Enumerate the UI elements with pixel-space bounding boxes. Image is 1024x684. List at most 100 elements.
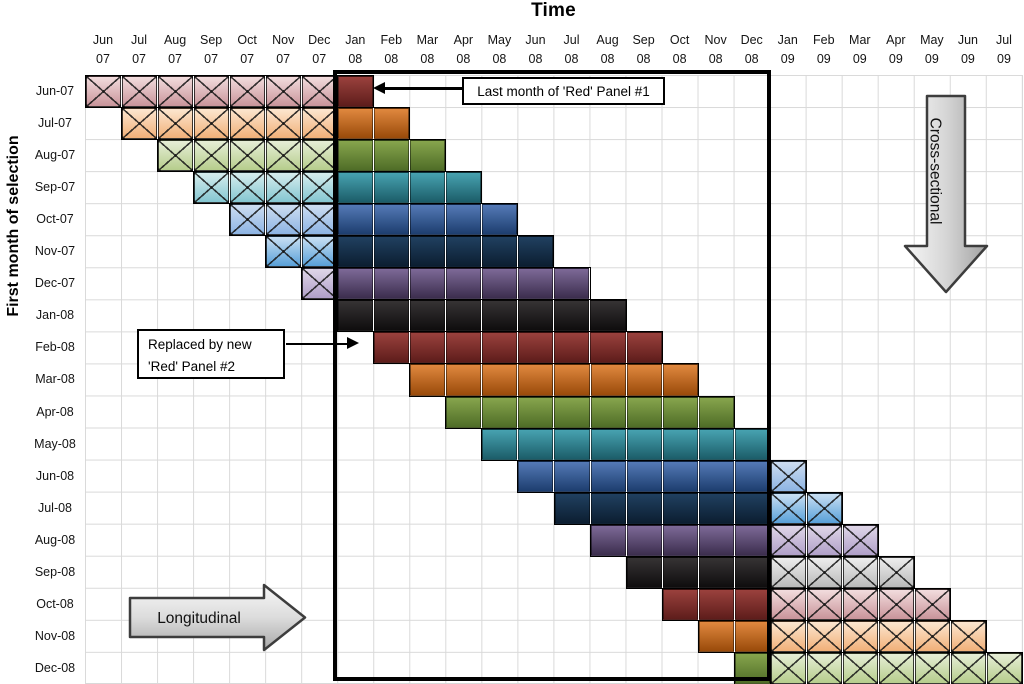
bar-cell [734,588,770,620]
bar-cell [518,300,554,332]
bar-cell [662,364,698,396]
annotation2-arrowhead-icon [347,337,359,349]
bar-cell [842,652,878,684]
bar-solid-segment-Jun-07 [337,75,375,109]
col-header-Aug-08: Aug 08 [596,33,619,66]
col-header-Jun-08: Jun 08 [525,33,546,66]
bar-cell [986,652,1022,684]
bar-cell [698,492,734,524]
row-label-Oct-08: Oct-08 [36,596,74,611]
bar-cell [302,108,338,140]
bar-cell [698,588,734,620]
bar-cell [626,556,662,588]
bar-cell [734,652,770,684]
bar-cell [266,76,302,108]
bar-cell [374,300,410,332]
bar-cell [122,76,158,108]
bar-cell [410,332,446,364]
bar-cell [662,492,698,524]
bar-cell [338,204,374,236]
bar-hatch-segment-Dec-08 [769,651,1023,684]
bar-cell [770,652,806,684]
bar-cell [338,172,374,204]
bar-cell [86,76,122,108]
bar-cell [914,652,950,684]
bar-cell [626,524,662,556]
bar-cell [374,140,410,172]
row-label-Oct-07: Oct-07 [36,212,74,227]
bar-cell [338,236,374,268]
row-label-May-08: May-08 [34,436,76,451]
bar-solid-segment-Nov-08 [697,619,771,653]
bar-cell [374,332,410,364]
bar-cell [626,364,662,396]
bar-cell [482,428,518,460]
bar-cell [770,620,806,652]
bar-cell [230,140,266,172]
annotation-replaced-line2: 'Red' Panel #2 [148,358,235,374]
bar-cell [230,172,266,204]
col-header-Feb-09: Feb 09 [812,33,835,66]
bar-cell [590,524,626,556]
bar-hatch-segment-Jul-08 [769,491,843,525]
bar-solid-segment-Aug-07 [337,139,447,173]
bar-cell [662,524,698,556]
col-header-Oct-07: Oct 07 [237,33,257,66]
bar-solid-segment-Sep-07 [337,171,483,205]
bar-cell [590,428,626,460]
bar-cell [482,396,518,428]
bar-cell [734,428,770,460]
col-header-Aug-07: Aug 07 [163,33,187,66]
bar-cell [554,428,590,460]
bar-cell [770,556,806,588]
bar-cell [302,76,338,108]
bar-hatch-segment-Oct-07 [229,203,339,237]
bar-cell [698,396,734,428]
annotation-last-month-text: Last month of 'Red' Panel #1 [477,83,650,99]
bar-hatch-segment-Sep-07 [193,171,339,205]
bar-cell [590,300,626,332]
bar-cell [230,108,266,140]
bar-cell [446,236,482,268]
bar-cell [662,428,698,460]
bar-cell [806,492,842,524]
col-header-Feb-08: Feb 08 [380,33,403,66]
bar-cell [374,268,410,300]
bar-cell [194,76,230,108]
col-header-Dec-08: Dec 08 [740,33,763,66]
bar-cell [662,588,698,620]
bar-cell [446,332,482,364]
row-label-Sep-07: Sep-07 [34,180,76,195]
bar-cell [338,108,374,140]
bar-solid-segment-Mar-08 [409,363,699,397]
row-label-Nov-07: Nov-07 [34,244,76,259]
row-label-Mar-08: Mar-08 [35,372,75,387]
bar-cell [482,204,518,236]
bar-cell [914,588,950,620]
bar-cell [410,172,446,204]
bar-cell [374,108,410,140]
bar-cell [950,652,986,684]
bar-cell [554,268,590,300]
bar-cell [626,492,662,524]
row-label-Jun-07: Jun-07 [35,84,75,99]
bar-cell [590,364,626,396]
bar-cell [878,652,914,684]
bar-hatch-segment-Jun-07 [85,75,339,109]
bar-cell [482,236,518,268]
col-header-Dec-07: Dec 07 [308,33,331,66]
bar-cell [266,236,302,268]
bar-cell [482,268,518,300]
bar-cell [770,492,806,524]
bar-cell [302,268,338,300]
bar-cell [122,108,158,140]
bar-cell [482,364,518,396]
bar-cell [698,460,734,492]
bar-cell [806,620,842,652]
bar-solid-segment-Nov-07 [337,235,555,269]
row-label-Jul-07: Jul-07 [37,116,73,131]
bar-cell [590,492,626,524]
bar-cell [410,364,446,396]
bar-cell [194,108,230,140]
